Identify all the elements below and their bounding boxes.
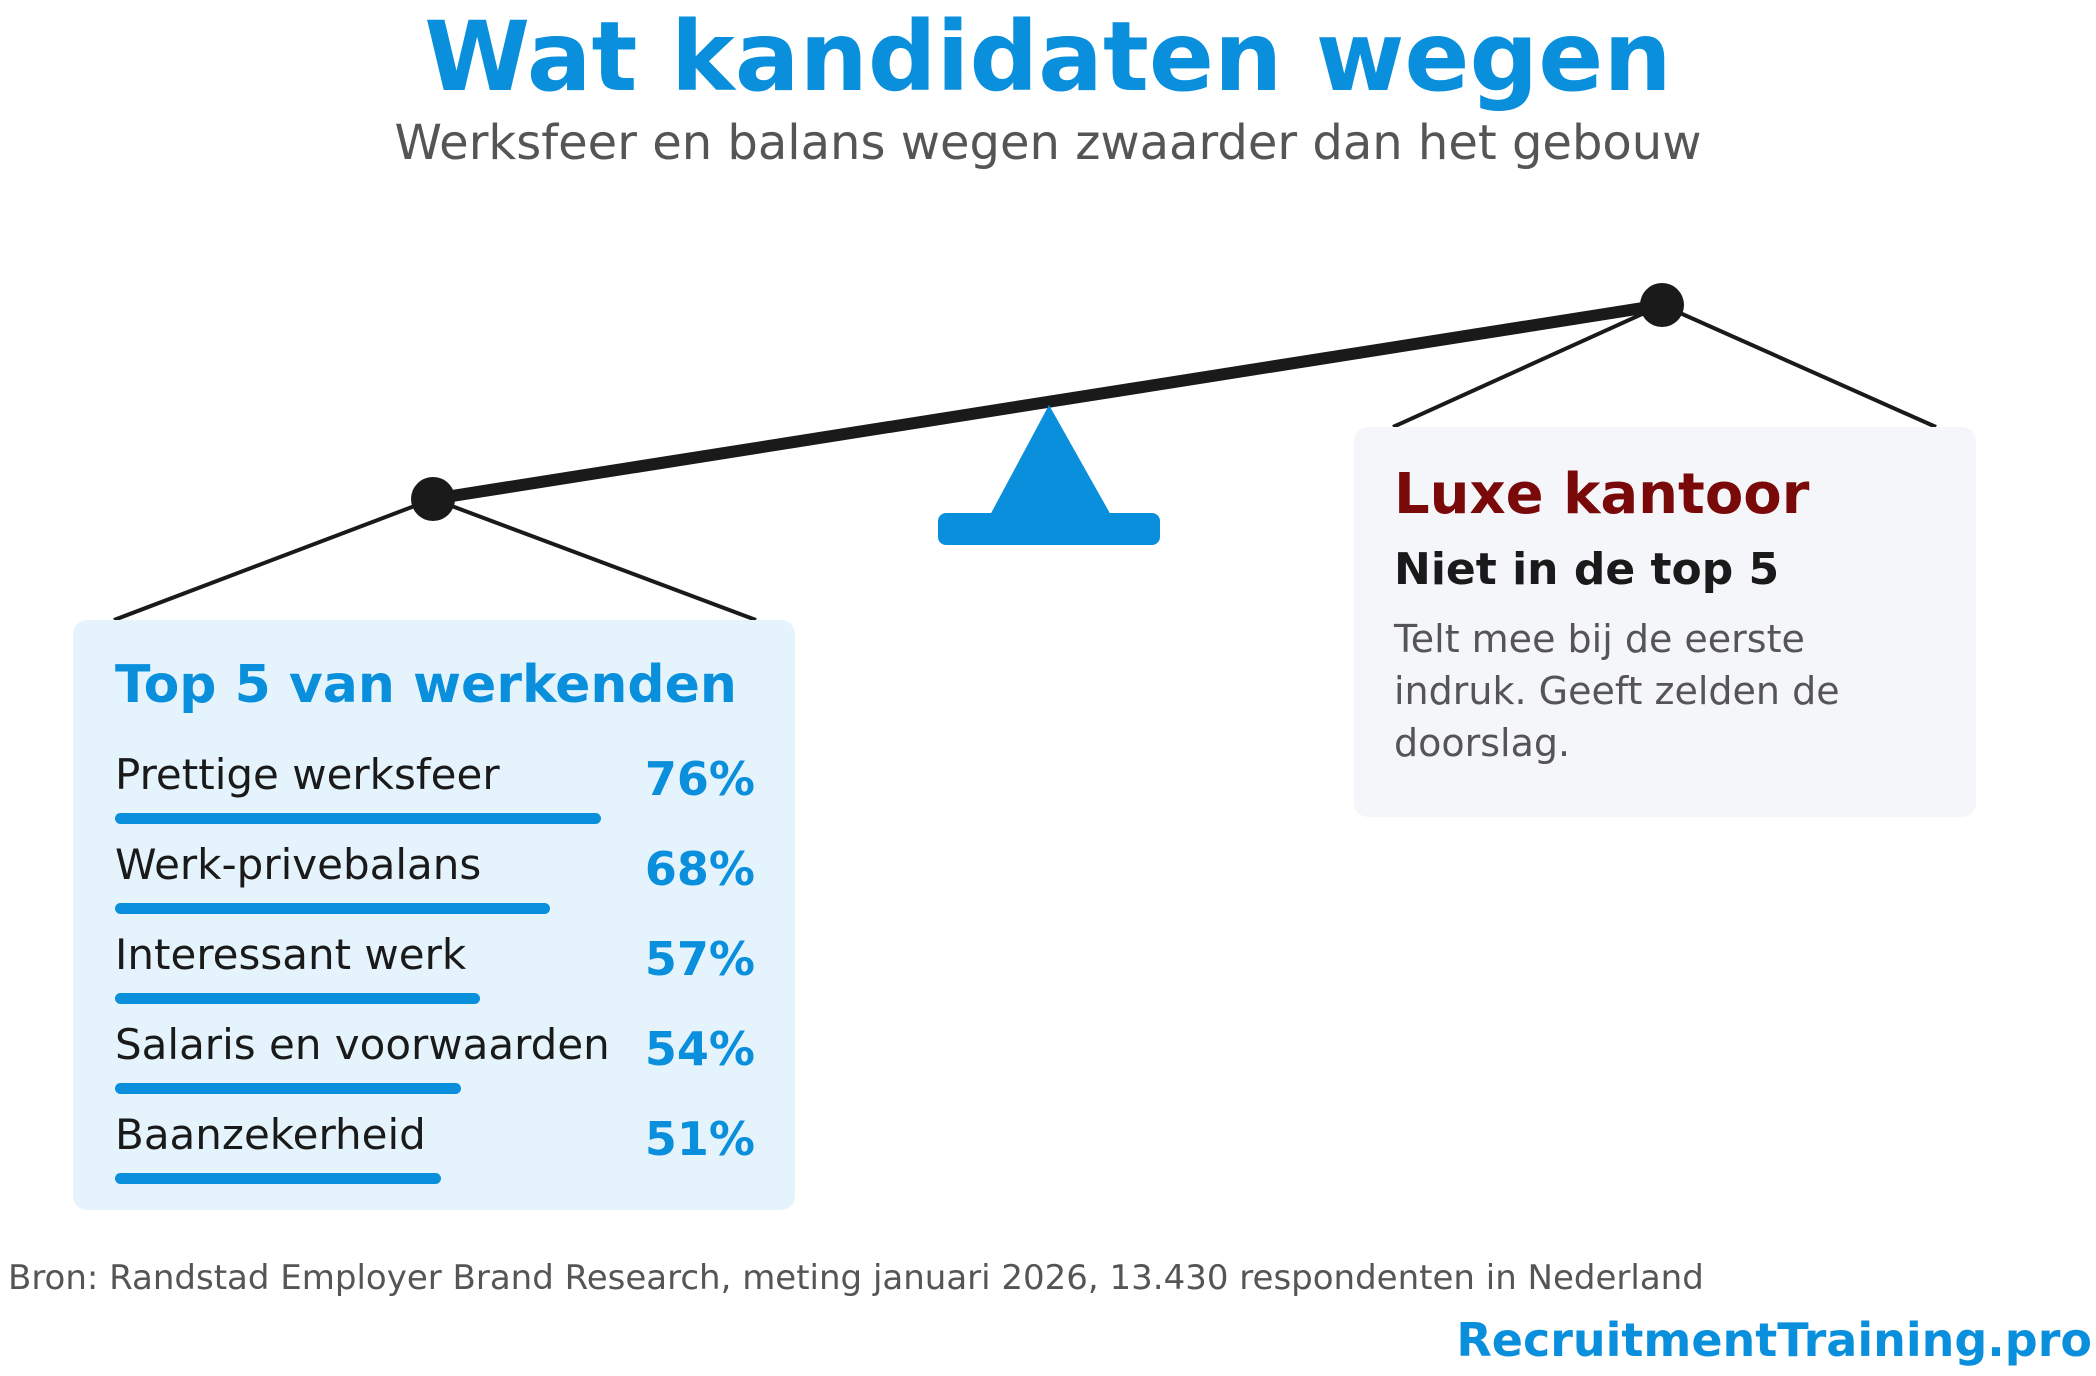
luxury-office-card: Luxe kantoor Niet in de top 5 Telt mee b… bbox=[1354, 427, 1976, 817]
item-bar bbox=[115, 993, 480, 1004]
right-string-right bbox=[1661, 303, 1937, 429]
right-pivot-knob bbox=[1640, 283, 1684, 327]
left-pivot-knob bbox=[411, 477, 455, 521]
item-percentage: 76% bbox=[644, 752, 755, 806]
fulcrum-triangle bbox=[989, 405, 1112, 517]
brand-logo-text: RecruitmentTraining.pro bbox=[1456, 1313, 2092, 1367]
page-title: Wat kandidaten wegen bbox=[424, 1, 1672, 113]
top5-card-title: Top 5 van werkenden bbox=[115, 655, 737, 715]
item-percentage: 68% bbox=[644, 842, 755, 896]
list-item: Baanzekerheid 51% bbox=[115, 1110, 755, 1200]
list-item: Werk-privebalans 68% bbox=[115, 840, 755, 930]
item-bar bbox=[115, 813, 601, 824]
luxury-office-title: Luxe kantoor bbox=[1394, 462, 1810, 527]
left-string-left bbox=[113, 497, 434, 622]
luxury-office-description: Telt mee bij de eerste indruk. Geeft zel… bbox=[1394, 617, 1840, 765]
item-label: Baanzekerheid bbox=[115, 1110, 426, 1159]
source-note: Bron: Randstad Employer Brand Research, … bbox=[8, 1258, 1704, 1298]
right-string-left bbox=[1392, 303, 1663, 429]
item-label: Interessant werk bbox=[115, 930, 467, 979]
item-bar bbox=[115, 903, 550, 914]
item-percentage: 54% bbox=[644, 1022, 755, 1076]
left-string-right bbox=[432, 497, 757, 622]
item-percentage: 57% bbox=[644, 932, 755, 986]
item-bar bbox=[115, 1173, 441, 1184]
fulcrum-base bbox=[938, 513, 1160, 545]
list-item: Interessant werk 57% bbox=[115, 930, 755, 1020]
item-label: Prettige werksfeer bbox=[115, 750, 500, 799]
luxury-office-subtitle: Niet in de top 5 bbox=[1394, 544, 1780, 595]
item-label: Salaris en voorwaarden bbox=[115, 1020, 610, 1069]
list-item: Salaris en voorwaarden 54% bbox=[115, 1020, 755, 1110]
page-subtitle: Werksfeer en balans wegen zwaarder dan h… bbox=[394, 115, 1702, 171]
item-percentage: 51% bbox=[644, 1112, 755, 1166]
top5-card: Top 5 van werkenden Prettige werksfeer 7… bbox=[73, 620, 795, 1210]
balance-beam bbox=[427, 299, 1668, 505]
list-item: Prettige werksfeer 76% bbox=[115, 750, 755, 840]
item-bar bbox=[115, 1083, 461, 1094]
item-label: Werk-privebalans bbox=[115, 840, 482, 889]
